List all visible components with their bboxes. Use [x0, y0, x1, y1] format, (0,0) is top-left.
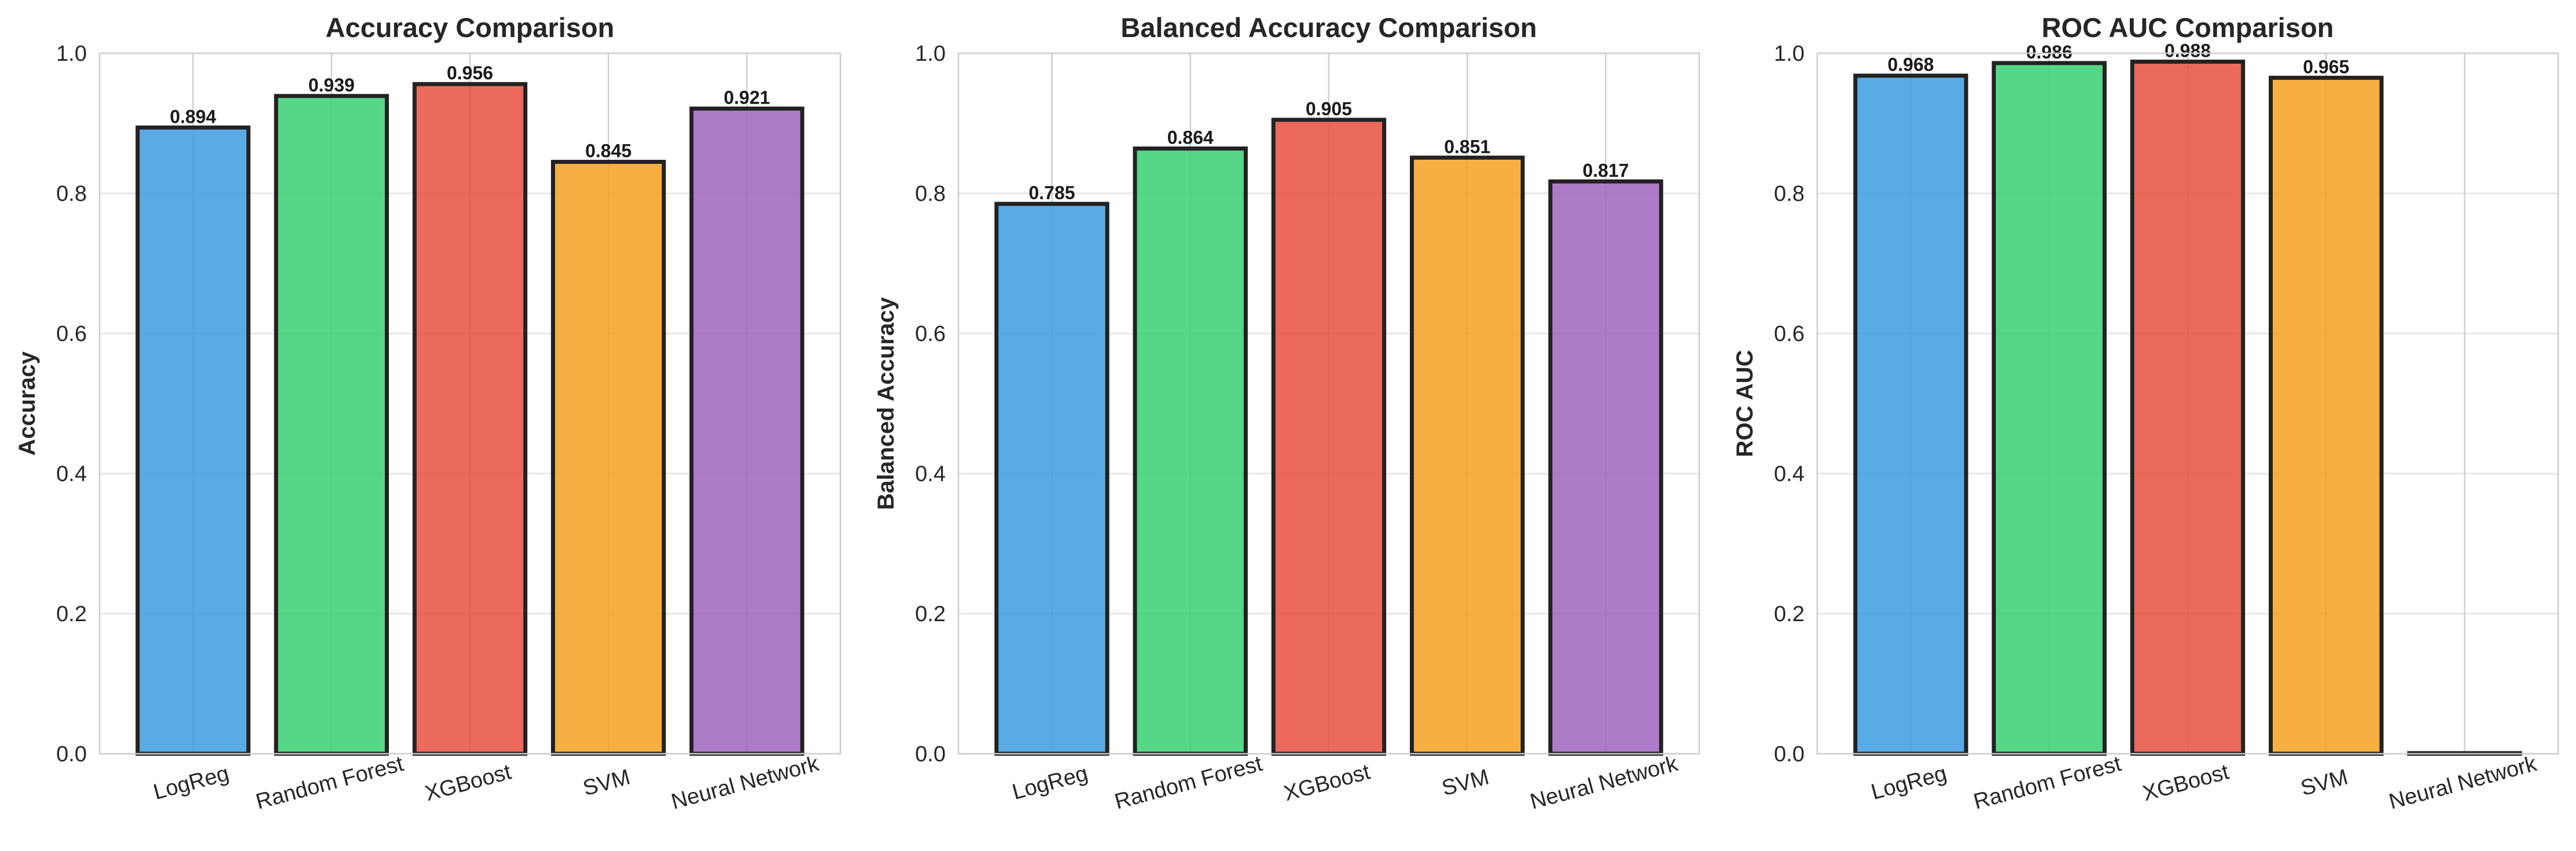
data-label-logreg: 0.785 — [1028, 182, 1075, 203]
x-tick-label-random-forest: Random Forest — [253, 751, 406, 814]
data-label-xgboost: 0.956 — [447, 63, 493, 83]
y-tick-label: 0.8 — [1774, 182, 1805, 206]
y-tick-label: 1.0 — [56, 42, 87, 66]
y-tick-label: 0.0 — [56, 742, 87, 766]
x-tick-labels: LogReg Random Forest XGBoost SVM Neural Netw… — [151, 751, 822, 815]
bar-neural-network — [689, 107, 804, 756]
data-label-random-forest: 0.986 — [2026, 42, 2072, 63]
y-axis-label: Balanced Accuracy — [873, 296, 899, 509]
y-tick-label: 0.8 — [915, 182, 946, 206]
balanced-accuracy-chart: Balanced Accuracy Comparison Balanced Ac… — [873, 12, 1700, 815]
accuracy-chart: Accuracy Comparison Accuracy 0.00.20.40.… — [14, 12, 841, 815]
x-tick-label-logreg: LogReg — [151, 761, 231, 805]
y-axis-label: ROC AUC — [1732, 350, 1758, 457]
roc-auc-chart: ROC AUC Comparison ROC AUC 0.00.20.40.60… — [1732, 12, 2559, 815]
bar-xgboost — [1271, 118, 1387, 756]
y-axis-label: Accuracy — [14, 351, 40, 456]
x-tick-label-neural-network: Neural Network — [1527, 751, 1681, 815]
data-label-random-forest: 0.864 — [1167, 127, 1214, 148]
bar-logreg — [1853, 74, 1968, 756]
y-tick-label: 0.4 — [1774, 462, 1805, 486]
y-tick-labels: 0.0 0.2 0.4 0.6 0.8 1.0 — [1774, 42, 1805, 766]
bar-random-forest — [1133, 146, 1248, 756]
y-tick-label: 0.4 — [56, 462, 87, 486]
data-labels: 0.894 0.939 0.956 0.845 0.921 — [170, 63, 770, 161]
x-tick-labels: LogReg Random Forest XGBoost SVM Neural Netw… — [1010, 751, 1681, 815]
data-label-svm: 0.851 — [1444, 136, 1490, 157]
y-tick-label: 0.2 — [1774, 602, 1805, 626]
bars — [1853, 60, 2522, 756]
x-tick-label-xgboost: XGBoost — [422, 760, 514, 806]
y-tick-label: 0.0 — [915, 742, 946, 766]
bar-logreg — [994, 201, 1109, 756]
y-tick-label: 0.4 — [915, 462, 946, 486]
plot-frame — [1816, 52, 2559, 755]
bar-svm — [551, 160, 666, 756]
bars — [994, 118, 1663, 756]
chart-title: ROC AUC Comparison — [2042, 12, 2334, 43]
y-tick-label: 0.6 — [915, 322, 946, 346]
bar-xgboost — [412, 82, 528, 756]
x-tick-label-svm: SVM — [2298, 765, 2350, 801]
y-tick-label: 0.2 — [915, 602, 946, 626]
x-tick-label-random-forest: Random Forest — [1112, 751, 1265, 814]
bar-svm — [2269, 75, 2384, 756]
plot-frame — [98, 52, 841, 755]
x-tick-label-neural-network: Neural Network — [2386, 751, 2540, 815]
y-tick-label: 0.6 — [56, 322, 87, 346]
x-tick-labels: LogReg Random Forest XGBoost SVM Neural Netw… — [1869, 751, 2540, 815]
plot-frame — [957, 52, 1700, 755]
chart-title: Accuracy Comparison — [326, 12, 615, 43]
chart-title: Balanced Accuracy Comparison — [1120, 12, 1537, 43]
bar-random-forest — [274, 94, 389, 756]
bar-logreg — [135, 125, 251, 756]
x-tick-label-random-forest: Random Forest — [1971, 751, 2124, 814]
y-tick-labels: 0.0 0.2 0.4 0.6 0.8 1.0 — [915, 42, 946, 766]
data-label-svm: 0.845 — [585, 141, 631, 162]
data-label-random-forest: 0.939 — [308, 75, 355, 96]
data-label-svm: 0.965 — [2303, 56, 2349, 77]
x-tick-label-svm: SVM — [1439, 765, 1491, 801]
x-tick-label-svm: SVM — [580, 765, 633, 801]
y-tick-label: 1.0 — [915, 42, 946, 66]
y-tick-labels: 0.0 0.2 0.4 0.6 0.8 1.0 — [56, 42, 87, 766]
x-tick-label-logreg: LogReg — [1869, 761, 1949, 805]
x-tick-label-xgboost: XGBoost — [1281, 760, 1373, 806]
data-label-logreg: 0.968 — [1887, 54, 1934, 75]
x-tick-label-neural-network: Neural Network — [668, 751, 822, 815]
data-label-xgboost: 0.988 — [2165, 41, 2211, 61]
bar-xgboost — [2130, 60, 2246, 756]
bars — [135, 82, 804, 756]
data-label-logreg: 0.894 — [170, 106, 216, 127]
data-label-neural-network: 0.817 — [1582, 160, 1629, 181]
x-tick-label-logreg: LogReg — [1010, 761, 1090, 805]
y-tick-label: 0.2 — [56, 602, 87, 626]
y-tick-label: 0.6 — [1774, 322, 1805, 346]
data-labels: 0.785 0.864 0.905 0.851 0.817 — [1028, 98, 1629, 203]
bar-random-forest — [1991, 61, 2107, 756]
x-tick-label-xgboost: XGBoost — [2140, 760, 2232, 806]
y-tick-label: 1.0 — [1774, 42, 1805, 66]
y-tick-label: 0.0 — [1774, 742, 1805, 766]
data-labels: 0.968 0.986 0.988 0.965 — [1887, 41, 2349, 78]
data-label-xgboost: 0.905 — [1306, 98, 1352, 119]
bar-neural-network — [1548, 179, 1663, 756]
bar-svm — [1410, 155, 1525, 756]
data-label-neural-network: 0.921 — [723, 87, 770, 108]
y-tick-label: 0.8 — [56, 182, 87, 206]
